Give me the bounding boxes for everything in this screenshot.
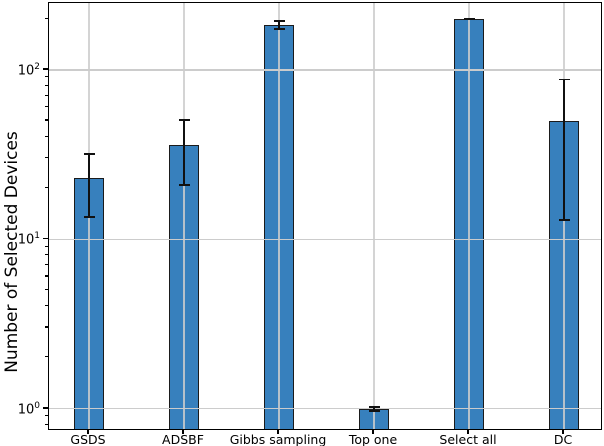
x-tick-label-dc: DC	[553, 432, 573, 446]
y-minor-tick	[45, 119, 48, 121]
error-bar-cap-low-gibbs-sampling	[273, 27, 285, 30]
y-minor-tick	[45, 94, 48, 96]
plot-area	[48, 2, 602, 430]
error-bar-line-dc	[563, 79, 565, 221]
y-major-tick	[43, 68, 48, 70]
x-tick-label-select-all: Select all	[439, 432, 497, 446]
y-minor-tick	[45, 245, 48, 247]
horizontal-gridline	[49, 238, 601, 241]
y-tick-exponent: 0	[34, 400, 40, 411]
vertical-gridline	[183, 3, 185, 429]
x-tick-label-top-one: Top one	[348, 432, 398, 446]
y-tick-exponent: 2	[34, 62, 40, 73]
x-tick	[87, 429, 89, 434]
vertical-gridline	[468, 3, 470, 429]
y-minor-tick	[45, 414, 48, 417]
y-minor-tick	[45, 423, 48, 425]
y-tick-label-10e1: 101	[17, 231, 40, 248]
x-tick-label-gibbs-sampling: Gibbs sampling	[229, 432, 327, 446]
y-minor-tick	[45, 356, 48, 358]
error-bar-cap-high-gibbs-sampling	[273, 20, 285, 22]
y-minor-tick	[45, 135, 48, 138]
error-bar-line-adsbf	[183, 119, 185, 185]
y-minor-tick	[45, 326, 48, 328]
error-bar-cap-low-select-all	[463, 18, 475, 21]
y-minor-tick	[45, 76, 48, 78]
y-minor-tick	[45, 157, 48, 159]
x-tick	[467, 429, 469, 434]
y-tick-label-10e2: 102	[17, 62, 40, 79]
error-bar-cap-high-adsbf	[178, 118, 190, 121]
error-bar-line-gsds	[88, 153, 90, 218]
x-tick-label-adsbf: ADSBF	[162, 432, 204, 446]
error-bar-cap-low-gsds	[83, 216, 95, 219]
x-tick	[562, 429, 564, 434]
x-tick	[182, 429, 184, 434]
error-bar-cap-low-adsbf	[178, 183, 190, 186]
y-minor-tick	[45, 84, 48, 87]
error-bar-cap-low-top-one	[368, 410, 380, 412]
horizontal-gridline	[49, 408, 601, 410]
y-axis-label: Number of Selected Devices	[2, 131, 22, 373]
y-minor-tick	[45, 288, 48, 291]
error-bar-cap-high-top-one	[368, 405, 380, 408]
y-major-tick	[43, 407, 48, 409]
y-tick-label-10e0: 100	[17, 400, 40, 418]
x-tick	[372, 429, 374, 434]
error-bar-line-top-one	[373, 406, 375, 412]
error-bars-layer	[49, 3, 601, 429]
y-minor-tick	[45, 305, 48, 307]
error-bar-cap-high-gsds	[83, 152, 95, 155]
y-minor-tick	[45, 254, 48, 256]
x-tick-label-gsds: GSDS	[70, 432, 106, 446]
error-bar-cap-high-dc	[558, 78, 570, 81]
error-bar-cap-low-dc	[558, 219, 570, 222]
y-minor-tick	[45, 264, 48, 266]
vertical-gridline	[278, 3, 280, 429]
error-bar-line-gibbs-sampling	[278, 20, 280, 29]
y-minor-tick	[45, 186, 48, 189]
y-major-tick	[43, 237, 48, 240]
y-minor-tick	[45, 106, 48, 108]
y-tick-exponent: 1	[34, 231, 40, 242]
horizontal-gridline	[49, 69, 601, 71]
y-minor-tick	[45, 17, 48, 19]
vertical-gridline	[373, 3, 375, 429]
x-tick	[277, 429, 279, 434]
y-minor-tick	[45, 275, 48, 277]
